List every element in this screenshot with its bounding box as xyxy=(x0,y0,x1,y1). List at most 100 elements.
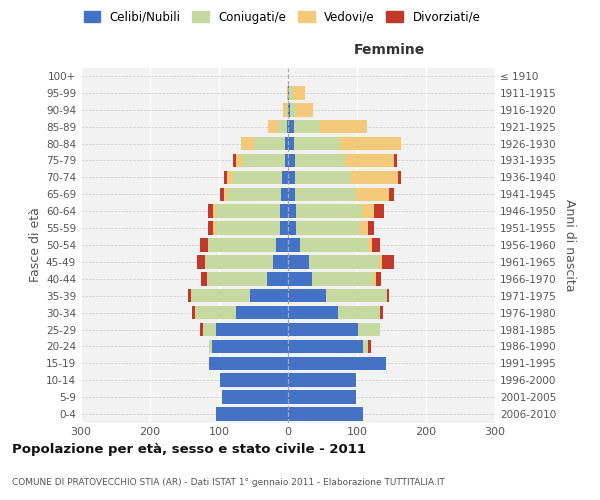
Bar xyxy=(373,272,376,285)
Bar xyxy=(224,170,227,184)
Bar xyxy=(288,356,386,370)
Bar xyxy=(280,222,288,235)
Bar xyxy=(280,204,288,218)
Bar xyxy=(288,374,356,387)
Bar xyxy=(398,170,401,184)
Bar xyxy=(379,255,382,268)
Bar xyxy=(394,154,397,167)
Bar xyxy=(287,86,288,100)
Bar xyxy=(250,289,288,302)
Bar xyxy=(288,255,309,268)
Bar xyxy=(214,222,216,235)
Bar xyxy=(209,356,288,370)
Bar xyxy=(288,103,290,117)
Bar xyxy=(216,222,280,235)
Legend: Celibi/Nubili, Coniugati/e, Vedovi/e, Divorziati/e: Celibi/Nubili, Coniugati/e, Vedovi/e, Di… xyxy=(79,6,485,28)
Bar xyxy=(233,154,236,167)
Bar xyxy=(203,323,215,336)
Bar xyxy=(376,272,381,285)
Text: COMUNE DI PRATOVECCHIO STIA (AR) - Dati ISTAT 1° gennaio 2011 - Elaborazione TUT: COMUNE DI PRATOVECCHIO STIA (AR) - Dati … xyxy=(12,478,445,487)
Bar xyxy=(352,170,398,184)
Bar xyxy=(287,120,288,134)
Bar xyxy=(288,170,295,184)
Bar xyxy=(295,170,352,184)
Bar xyxy=(233,170,283,184)
Bar xyxy=(362,204,374,218)
Bar xyxy=(288,289,326,302)
Bar xyxy=(215,323,288,336)
Bar xyxy=(372,238,380,252)
Bar xyxy=(356,188,389,201)
Bar xyxy=(288,340,362,353)
Bar xyxy=(288,272,312,285)
Bar xyxy=(273,255,288,268)
Bar xyxy=(296,222,360,235)
Bar xyxy=(296,103,313,117)
Bar xyxy=(326,289,386,302)
Bar xyxy=(212,340,288,353)
Bar xyxy=(340,137,401,150)
Bar xyxy=(268,120,278,134)
Bar xyxy=(288,137,293,150)
Bar xyxy=(206,272,268,285)
Bar xyxy=(220,188,224,201)
Bar xyxy=(214,204,216,218)
Bar xyxy=(288,390,356,404)
Bar xyxy=(288,154,295,167)
Bar xyxy=(301,238,368,252)
Bar xyxy=(320,120,367,134)
Bar xyxy=(254,137,284,150)
Bar xyxy=(278,120,287,134)
Bar xyxy=(191,289,250,302)
Bar xyxy=(205,255,273,268)
Bar xyxy=(295,154,344,167)
Bar xyxy=(220,374,288,387)
Bar xyxy=(288,222,296,235)
Bar xyxy=(209,340,212,353)
Bar xyxy=(208,222,214,235)
Bar xyxy=(344,154,394,167)
Bar xyxy=(288,86,289,100)
Bar xyxy=(389,188,394,201)
Bar xyxy=(296,204,362,218)
Bar xyxy=(309,255,379,268)
Bar xyxy=(382,255,394,268)
Bar xyxy=(362,340,368,353)
Bar xyxy=(236,154,242,167)
Bar xyxy=(188,289,191,302)
Bar xyxy=(227,170,233,184)
Bar xyxy=(288,120,293,134)
Bar xyxy=(241,137,254,150)
Bar xyxy=(275,238,288,252)
Bar xyxy=(338,306,380,320)
Bar xyxy=(215,408,288,421)
Bar xyxy=(288,306,338,320)
Bar xyxy=(360,222,368,235)
Bar xyxy=(288,238,301,252)
Bar xyxy=(288,188,295,201)
Bar xyxy=(288,408,362,421)
Y-axis label: Fasce di età: Fasce di età xyxy=(29,208,42,282)
Bar xyxy=(284,154,288,167)
Bar xyxy=(200,238,208,252)
Bar xyxy=(197,255,205,268)
Bar xyxy=(374,204,384,218)
Bar xyxy=(236,306,288,320)
Bar xyxy=(293,137,340,150)
Bar xyxy=(201,272,206,285)
Bar xyxy=(224,188,227,201)
Text: Femmine: Femmine xyxy=(354,43,425,57)
Bar xyxy=(283,170,288,184)
Bar xyxy=(288,323,358,336)
Text: Popolazione per età, sesso e stato civile - 2011: Popolazione per età, sesso e stato civil… xyxy=(12,442,366,456)
Bar xyxy=(216,204,280,218)
Bar xyxy=(386,289,389,302)
Bar xyxy=(208,238,275,252)
Bar xyxy=(268,272,288,285)
Bar xyxy=(293,120,320,134)
Bar xyxy=(368,238,372,252)
Bar xyxy=(295,188,356,201)
Bar xyxy=(290,103,296,117)
Bar xyxy=(281,188,288,201)
Bar xyxy=(223,390,288,404)
